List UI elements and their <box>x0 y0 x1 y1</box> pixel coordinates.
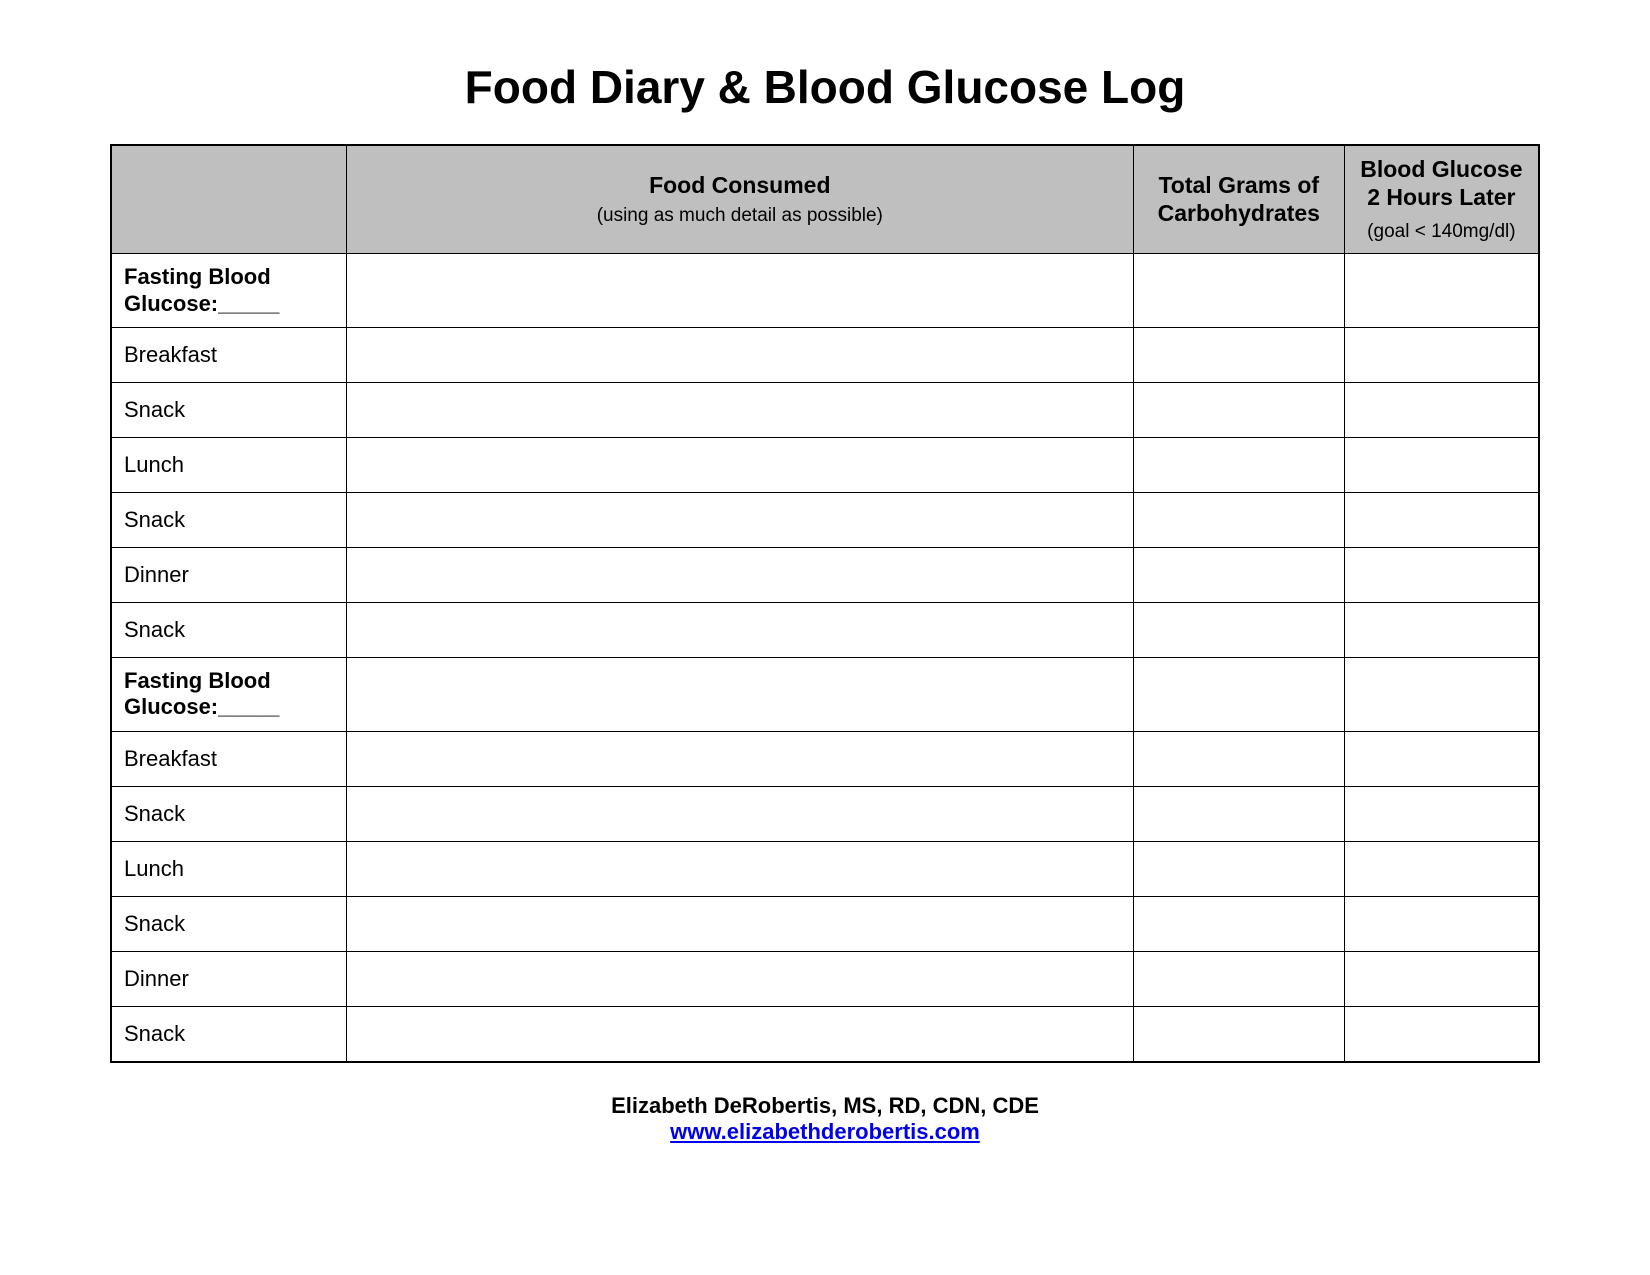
cell-glucose <box>1344 382 1539 437</box>
table-body: Fasting Blood Glucose:_____BreakfastSnac… <box>111 254 1539 1062</box>
cell-carbs <box>1133 327 1344 382</box>
footer-link[interactable]: www.elizabethderobertis.com <box>670 1119 980 1144</box>
header-food-sub: (using as much detail as possible) <box>355 205 1125 227</box>
cell-carbs <box>1133 657 1344 731</box>
row-label: Lunch <box>111 437 346 492</box>
cell-carbs <box>1133 841 1344 896</box>
cell-food <box>346 657 1133 731</box>
cell-glucose <box>1344 254 1539 328</box>
glucose-log-table: Food Consumed (using as much detail as p… <box>110 144 1540 1063</box>
row-label: Snack <box>111 786 346 841</box>
row-label: Lunch <box>111 841 346 896</box>
cell-glucose <box>1344 327 1539 382</box>
cell-carbs <box>1133 731 1344 786</box>
cell-food <box>346 731 1133 786</box>
cell-glucose <box>1344 437 1539 492</box>
table-row: Breakfast <box>111 731 1539 786</box>
cell-food <box>346 547 1133 602</box>
header-glucose: Blood Glucose 2 Hours Later (goal < 140m… <box>1344 145 1539 254</box>
cell-food <box>346 841 1133 896</box>
table-row: Lunch <box>111 437 1539 492</box>
cell-carbs <box>1133 896 1344 951</box>
cell-glucose <box>1344 841 1539 896</box>
cell-food <box>346 437 1133 492</box>
page-title: Food Diary & Blood Glucose Log <box>110 60 1540 114</box>
table-row: Fasting Blood Glucose:_____ <box>111 254 1539 328</box>
header-food-main: Food Consumed <box>355 172 1125 199</box>
table-row: Snack <box>111 786 1539 841</box>
footer: Elizabeth DeRobertis, MS, RD, CDN, CDE w… <box>110 1093 1540 1145</box>
cell-food <box>346 786 1133 841</box>
footer-author: Elizabeth DeRobertis, MS, RD, CDN, CDE <box>110 1093 1540 1119</box>
header-carbs: Total Grams of Carbohydrates <box>1133 145 1344 254</box>
row-label: Breakfast <box>111 731 346 786</box>
table-row: Snack <box>111 896 1539 951</box>
cell-carbs <box>1133 951 1344 1006</box>
cell-food <box>346 951 1133 1006</box>
cell-glucose <box>1344 547 1539 602</box>
table-row: Snack <box>111 492 1539 547</box>
table-row: Dinner <box>111 951 1539 1006</box>
cell-food <box>346 492 1133 547</box>
header-glucose-main: Blood Glucose 2 Hours Later <box>1353 156 1530 211</box>
row-label: Snack <box>111 896 346 951</box>
row-label: Snack <box>111 1006 346 1062</box>
cell-food <box>346 896 1133 951</box>
cell-carbs <box>1133 492 1344 547</box>
cell-carbs <box>1133 382 1344 437</box>
row-label: Fasting Blood Glucose:_____ <box>111 254 346 328</box>
cell-food <box>346 1006 1133 1062</box>
header-glucose-sub: (goal < 140mg/dl) <box>1353 221 1530 243</box>
cell-food <box>346 382 1133 437</box>
row-label: Dinner <box>111 547 346 602</box>
cell-carbs <box>1133 254 1344 328</box>
cell-food <box>346 254 1133 328</box>
cell-glucose <box>1344 602 1539 657</box>
table-row: Dinner <box>111 547 1539 602</box>
cell-glucose <box>1344 731 1539 786</box>
table-row: Snack <box>111 382 1539 437</box>
table-row: Fasting Blood Glucose:_____ <box>111 657 1539 731</box>
table-row: Lunch <box>111 841 1539 896</box>
table-header-row: Food Consumed (using as much detail as p… <box>111 145 1539 254</box>
row-label: Snack <box>111 492 346 547</box>
cell-food <box>346 602 1133 657</box>
cell-glucose <box>1344 657 1539 731</box>
cell-glucose <box>1344 786 1539 841</box>
cell-carbs <box>1133 1006 1344 1062</box>
cell-carbs <box>1133 437 1344 492</box>
cell-carbs <box>1133 547 1344 602</box>
cell-glucose <box>1344 951 1539 1006</box>
cell-carbs <box>1133 602 1344 657</box>
table-row: Breakfast <box>111 327 1539 382</box>
row-label: Dinner <box>111 951 346 1006</box>
row-label: Fasting Blood Glucose:_____ <box>111 657 346 731</box>
row-label: Snack <box>111 602 346 657</box>
cell-glucose <box>1344 896 1539 951</box>
table-row: Snack <box>111 602 1539 657</box>
table-row: Snack <box>111 1006 1539 1062</box>
cell-carbs <box>1133 786 1344 841</box>
header-carbs-text: Total Grams of Carbohydrates <box>1142 172 1336 227</box>
cell-food <box>346 327 1133 382</box>
header-blank <box>111 145 346 254</box>
row-label: Snack <box>111 382 346 437</box>
cell-glucose <box>1344 492 1539 547</box>
row-label: Breakfast <box>111 327 346 382</box>
cell-glucose <box>1344 1006 1539 1062</box>
header-food: Food Consumed (using as much detail as p… <box>346 145 1133 254</box>
